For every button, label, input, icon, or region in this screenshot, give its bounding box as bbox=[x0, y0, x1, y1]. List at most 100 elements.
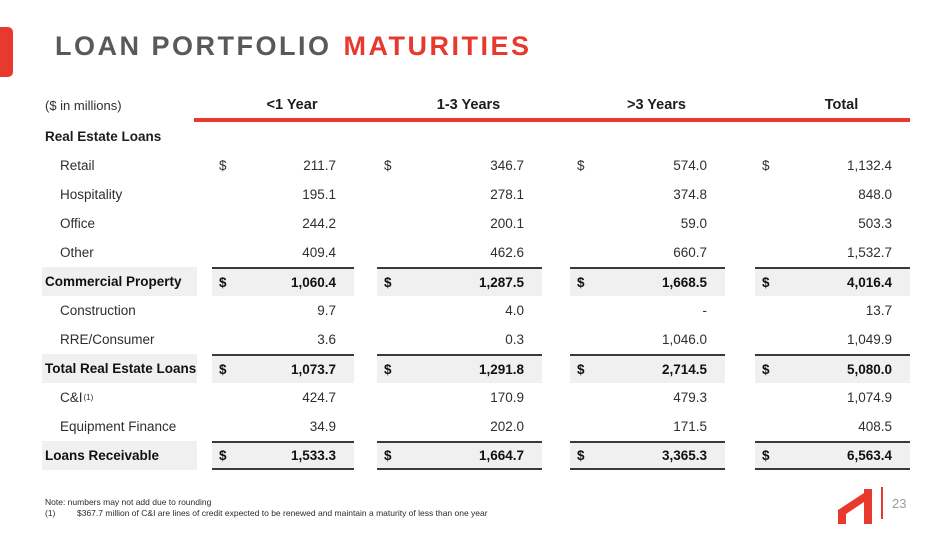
dollar-sign: $ bbox=[577, 275, 585, 290]
column-gutter bbox=[197, 238, 212, 267]
dollar-sign: $ bbox=[762, 362, 770, 377]
row-label-text: C&I bbox=[60, 390, 83, 405]
footnote-1-ref: (1) bbox=[45, 508, 56, 518]
value-text: 346.7 bbox=[490, 158, 524, 173]
row-label: C&I (1) bbox=[60, 390, 94, 405]
value-text: 1,073.7 bbox=[290, 362, 336, 377]
value-cell: $1,060.4 bbox=[212, 267, 354, 296]
row-label: Commercial Property bbox=[42, 267, 197, 296]
column-gutter bbox=[542, 441, 570, 470]
table-row: C&I (1) 424.7 170.9 479.3 1,074.9 bbox=[42, 383, 910, 412]
column-gutter bbox=[354, 209, 377, 238]
value-cell: $1,132.4 bbox=[755, 151, 910, 180]
dollar-sign: $ bbox=[762, 275, 770, 290]
dollar-sign: $ bbox=[384, 448, 392, 463]
column-gutter bbox=[197, 354, 212, 383]
value-text: 1,074.9 bbox=[846, 390, 892, 405]
column-gutter bbox=[725, 238, 755, 267]
row-label-text: Equipment Finance bbox=[60, 419, 177, 434]
row-label: Construction bbox=[42, 296, 197, 325]
page-title-accent: MATURITIES bbox=[343, 31, 532, 61]
column-gutter bbox=[725, 209, 755, 238]
value-cell: 408.5 bbox=[755, 412, 910, 441]
row-label-text: RRE/Consumer bbox=[60, 332, 155, 347]
value-cell: 1,074.9 bbox=[755, 383, 910, 412]
column-gutter bbox=[542, 383, 570, 412]
value-text: 13.7 bbox=[865, 303, 892, 318]
table-row: Other 409.4 462.6 660.7 1,532.7 bbox=[42, 238, 910, 267]
value-cell: 171.5 bbox=[570, 412, 725, 441]
value-text: 1,533.3 bbox=[290, 448, 336, 463]
column-gutter bbox=[542, 180, 570, 209]
value-text: 6,563.4 bbox=[846, 448, 892, 463]
value-cell bbox=[755, 122, 910, 151]
row-label: Real Estate Loans bbox=[42, 122, 197, 151]
dollar-sign: $ bbox=[384, 275, 392, 290]
row-label: RRE/Consumer bbox=[42, 325, 197, 354]
units-label: ($ in millions) bbox=[45, 98, 122, 113]
column-gutter bbox=[197, 325, 212, 354]
value-cell: $211.7 bbox=[212, 151, 354, 180]
column-header-1to3years: 1-3 Years bbox=[436, 97, 501, 113]
column-gutter bbox=[197, 151, 212, 180]
value-text: 503.3 bbox=[858, 216, 892, 231]
value-cell: 660.7 bbox=[570, 238, 725, 267]
value-text: 462.6 bbox=[490, 245, 524, 260]
value-text: 34.9 bbox=[309, 419, 336, 434]
dollar-sign: $ bbox=[219, 362, 227, 377]
row-label-text: Loans Receivable bbox=[45, 448, 160, 463]
value-cell: $1,668.5 bbox=[570, 267, 725, 296]
column-gutter bbox=[354, 325, 377, 354]
row-label-text: Commercial Property bbox=[45, 274, 182, 289]
column-gutter bbox=[197, 209, 212, 238]
column-gutter bbox=[354, 383, 377, 412]
table-body: Real Estate Loans Retail $211.7 $346.7 $574.… bbox=[42, 122, 910, 470]
value-text: 1,049.9 bbox=[846, 332, 892, 347]
column-gutter bbox=[197, 180, 212, 209]
column-gutter bbox=[197, 267, 212, 296]
row-label-text: Retail bbox=[60, 158, 95, 173]
value-text: 211.7 bbox=[303, 158, 336, 173]
row-label-text: Construction bbox=[60, 303, 136, 318]
table-header-row: ($ in millions) <1 Year 1-3 Years >3 Yea… bbox=[42, 90, 910, 113]
column-header-gt3years: >3 Years bbox=[626, 97, 686, 113]
value-cell: 200.1 bbox=[377, 209, 542, 238]
dollar-sign: $ bbox=[219, 275, 227, 290]
dollar-sign: $ bbox=[219, 158, 227, 173]
value-text: 170.9 bbox=[490, 390, 524, 405]
value-text: 1,664.7 bbox=[478, 448, 524, 463]
column-gutter bbox=[542, 325, 570, 354]
value-text: 171.5 bbox=[673, 419, 707, 434]
value-cell: $574.0 bbox=[570, 151, 725, 180]
value-cell: - bbox=[570, 296, 725, 325]
value-cell: $346.7 bbox=[377, 151, 542, 180]
value-cell: $1,664.7 bbox=[377, 441, 542, 470]
column-gutter bbox=[542, 122, 570, 151]
page-title-main: LOAN PORTFOLIO bbox=[55, 31, 332, 61]
page-number: 23 bbox=[892, 496, 907, 511]
value-cell: 1,049.9 bbox=[755, 325, 910, 354]
value-cell: $1,291.8 bbox=[377, 354, 542, 383]
column-gutter bbox=[542, 412, 570, 441]
value-text: 374.8 bbox=[673, 187, 707, 202]
column-gutter bbox=[725, 325, 755, 354]
value-text: 409.4 bbox=[302, 245, 336, 260]
column-gutter bbox=[354, 296, 377, 325]
dollar-sign: $ bbox=[577, 448, 585, 463]
footnotes: Note: numbers may not add due to roundin… bbox=[45, 497, 488, 519]
value-text: 1,291.8 bbox=[478, 362, 524, 377]
dollar-sign: $ bbox=[577, 158, 585, 173]
table-row: Hospitality 195.1 278.1 374.8 848.0 bbox=[42, 180, 910, 209]
value-cell: $6,563.4 bbox=[755, 441, 910, 470]
value-text: 848.0 bbox=[858, 187, 892, 202]
column-gutter bbox=[197, 122, 212, 151]
value-text: - bbox=[702, 303, 708, 318]
row-label: Loans Receivable bbox=[42, 441, 197, 470]
table-row: Loans Receivable $1,533.3 $1,664.7 $3,365.3… bbox=[42, 441, 910, 470]
value-text: 408.5 bbox=[858, 419, 892, 434]
footnote-1-text: $367.7 million of C&I are lines of credi… bbox=[77, 508, 488, 518]
row-label: Total Real Estate Loans bbox=[42, 354, 197, 383]
value-cell: $1,287.5 bbox=[377, 267, 542, 296]
dollar-sign: $ bbox=[577, 362, 585, 377]
